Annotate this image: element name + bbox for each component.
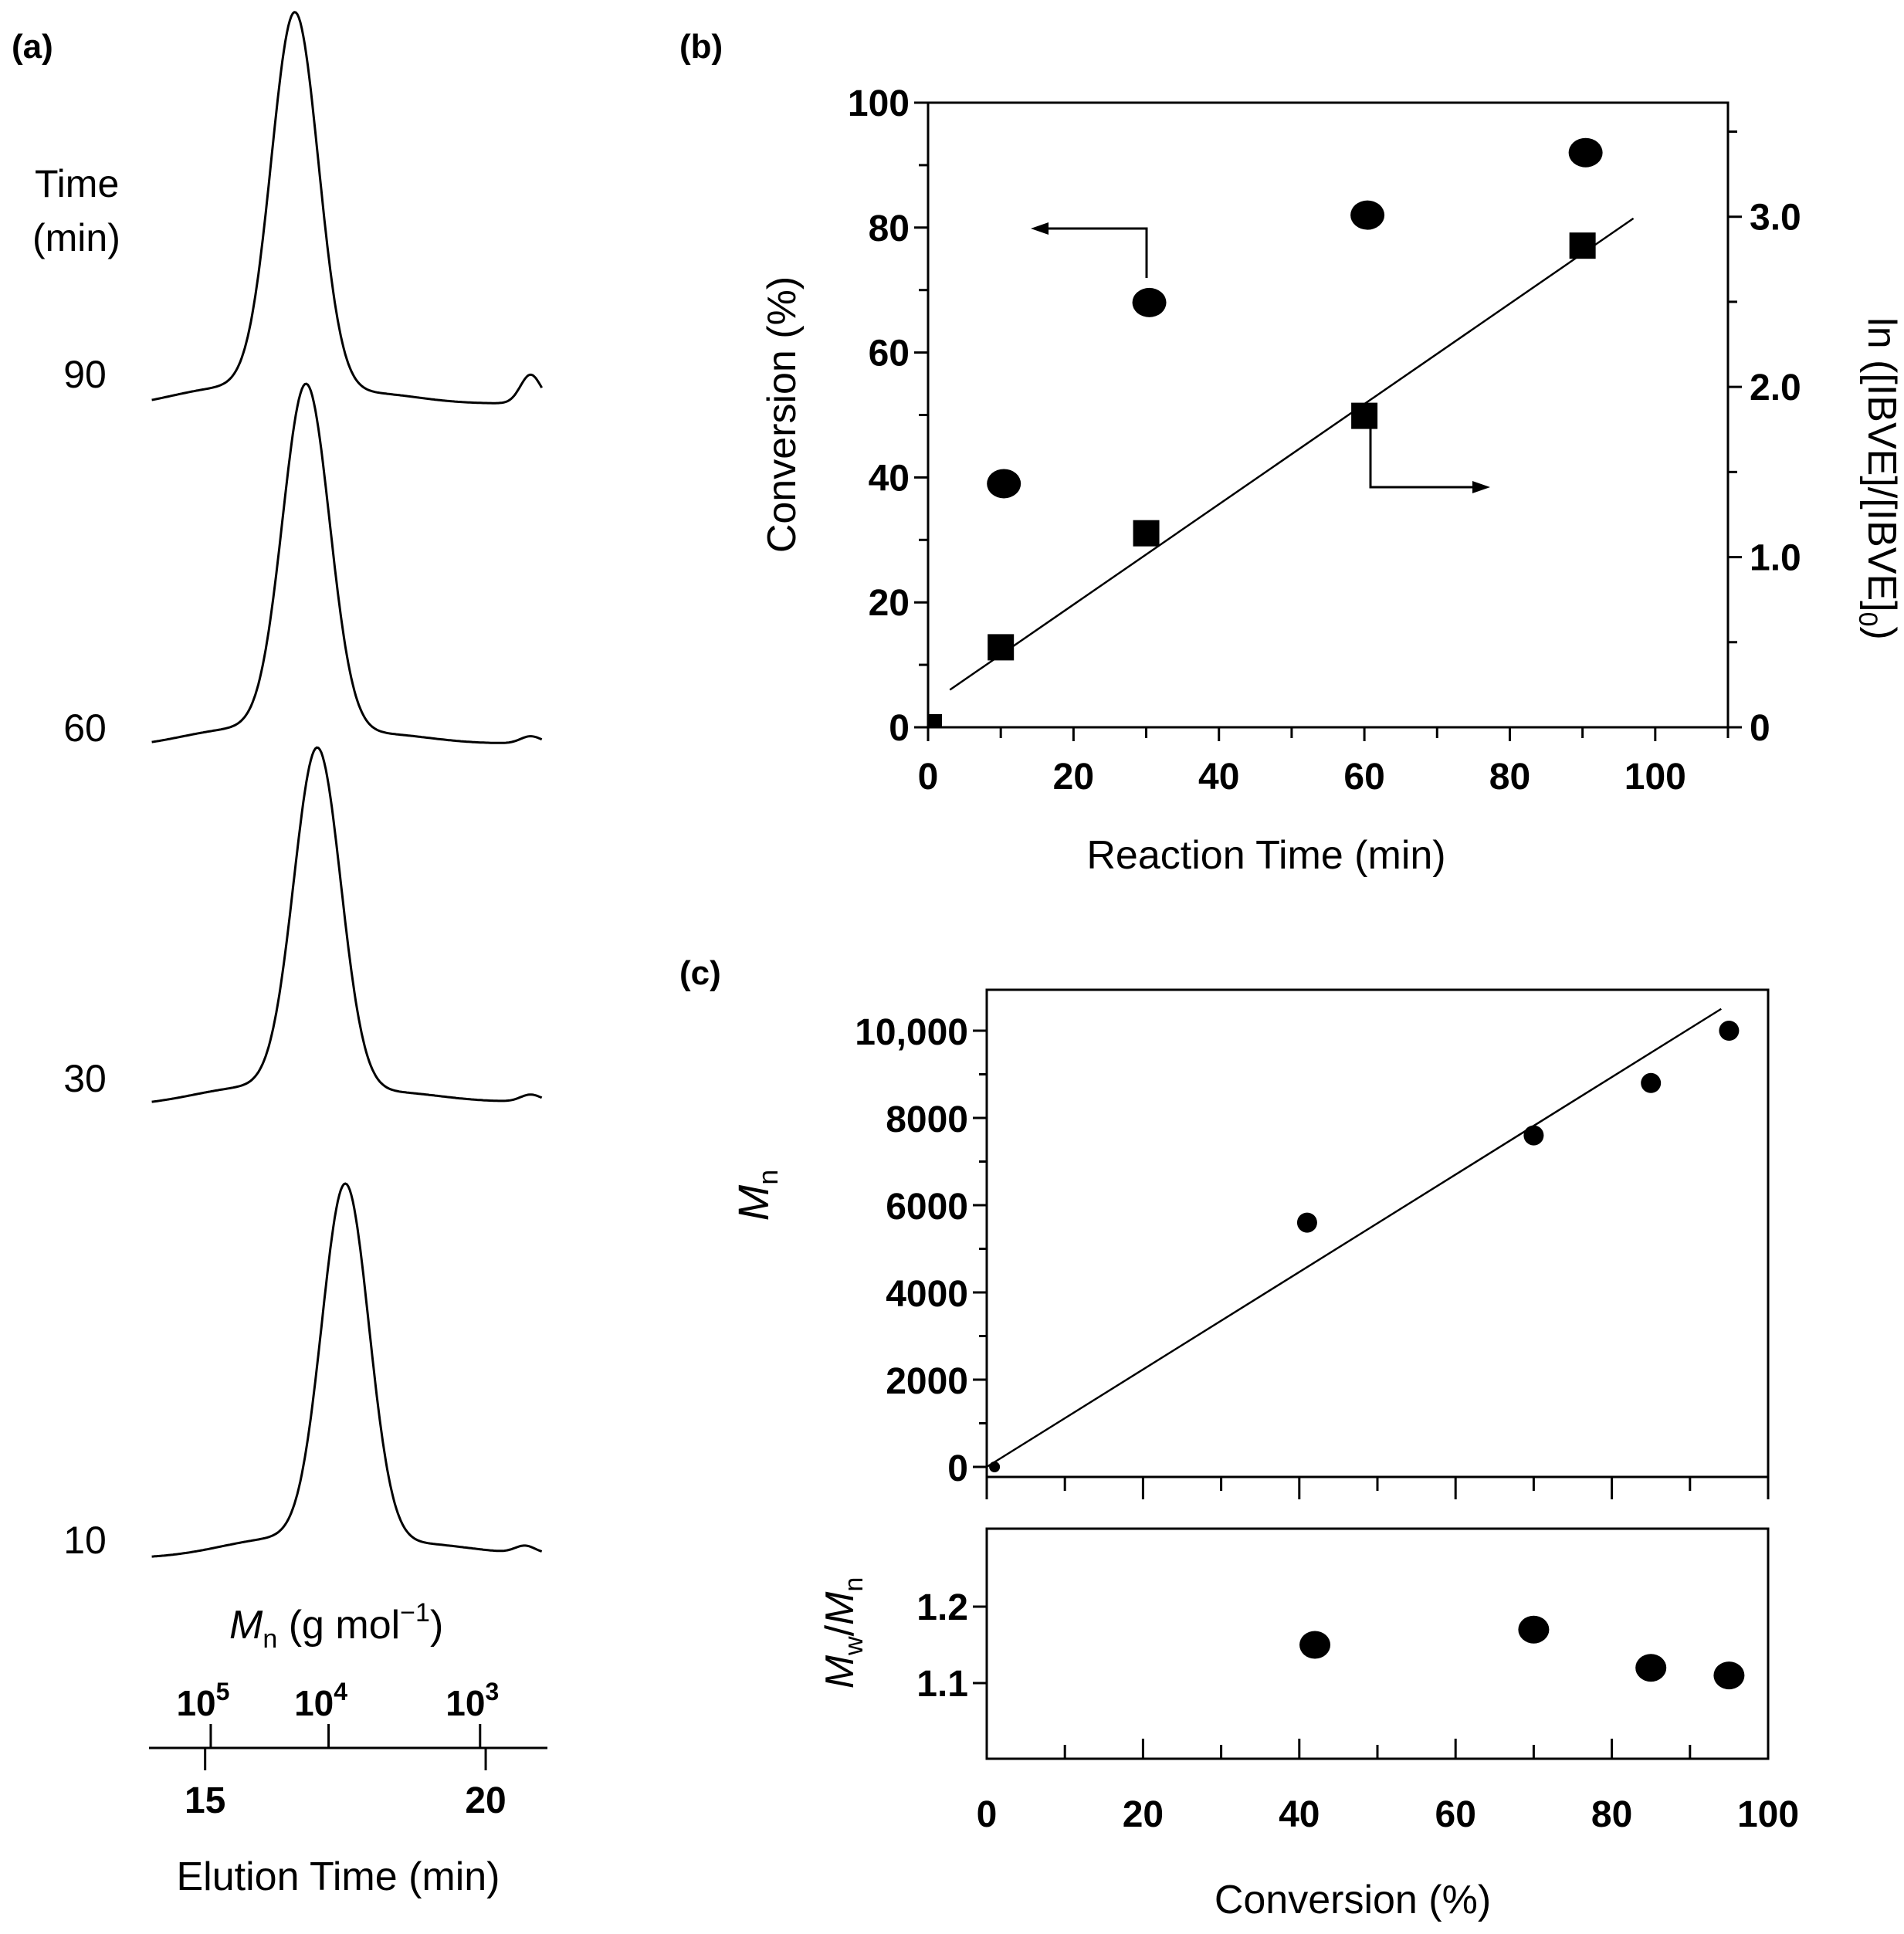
panel-b-plot-frame	[927, 101, 1730, 729]
x-tick-label: 100	[1737, 1794, 1799, 1835]
mn-tick-label: 105	[176, 1678, 229, 1723]
y-tick-label: 20	[869, 583, 910, 624]
panel-b-y-ticks: 0 20 40 60 80 100	[848, 83, 928, 749]
panel-c-top-frame	[985, 988, 1770, 1499]
y-tick-label: 4000	[886, 1274, 968, 1315]
panel-c-top-x-ticks	[985, 1477, 1770, 1499]
y-tick-label: 1.2	[916, 1587, 968, 1628]
x-tick-label: 20	[1123, 1794, 1164, 1835]
y-tick-label: 8000	[886, 1099, 968, 1140]
trace-label-10: 10	[63, 1519, 107, 1562]
panel-c-bottom-y-axis-label: Mw/Mn	[818, 1577, 869, 1689]
sec-trace-60min	[151, 382, 543, 744]
sec-trace-10min	[151, 1182, 543, 1558]
dispersity-point	[1713, 1661, 1745, 1690]
panel-c-bottom-y-ticks: 1.1 1.2	[916, 1587, 987, 1705]
panel-b-data-points	[928, 137, 1603, 727]
panel-a-legend-title: Time	[35, 162, 119, 205]
panel-b-arrow-left-axis	[1041, 227, 1148, 278]
ln-ratio-point	[1569, 232, 1596, 259]
y-tick-label: 10,000	[855, 1012, 968, 1053]
x-tick-label: 80	[1591, 1794, 1632, 1835]
trace-label-30: 30	[63, 1057, 107, 1100]
ln-ratio-point	[1133, 520, 1160, 547]
conversion-point	[987, 469, 1021, 499]
sec-trace-30min	[151, 746, 543, 1103]
fit-line	[986, 1008, 1722, 1468]
panel-c-x-axis-label: Conversion (%)	[1215, 1878, 1491, 1922]
y-tick-label: 60	[869, 334, 910, 374]
panel-c-top-fit-line	[986, 1008, 1722, 1468]
panel-a-x-axis-label: Elution Time (min)	[177, 1854, 500, 1899]
mn-point	[989, 1462, 1001, 1472]
x-tick-label: 40	[1279, 1794, 1320, 1835]
mn-point	[1523, 1125, 1544, 1146]
y-tick-label: 0	[947, 1448, 968, 1489]
y-tick-label: 40	[869, 458, 910, 499]
ln-ratio-point	[1351, 402, 1378, 429]
panel-a-label: (a)	[12, 28, 53, 66]
panel-c-top-y-axis-label: Mn	[729, 1170, 784, 1221]
panel-b-arrow-left-head	[1031, 222, 1049, 235]
fit-line	[949, 217, 1635, 691]
y-tick-label: 6000	[886, 1187, 968, 1228]
dispersity-point	[1518, 1615, 1550, 1644]
x-tick-label: 0	[977, 1794, 998, 1835]
panel-c-bottom-x-ticks: 0 20 40 60 80 100	[977, 1739, 1799, 1835]
panel-a-elution-ticks: 15 20	[185, 1748, 506, 1821]
sec-trace-90min	[151, 11, 543, 405]
panel-c-top-y-ticks: 0 2000 4000 6000 8000 10,000	[855, 1012, 987, 1489]
conversion-point-origin	[928, 714, 942, 727]
trace-label-90: 90	[63, 353, 107, 396]
panel-b-fit-line	[949, 217, 1635, 691]
panel-b-x-axis-label: Reaction Time (min)	[1086, 833, 1445, 878]
panel-b-arrow-right-axis	[1369, 427, 1479, 489]
y2-tick-label: 3.0	[1750, 198, 1801, 239]
y-tick-label: 2000	[886, 1361, 968, 1402]
trace-label-60: 60	[63, 706, 107, 750]
panel-c-top-data-points	[989, 1021, 1740, 1472]
panel-b-x-ticks: 0 20 40 60 80 100	[918, 727, 1730, 798]
conversion-point	[1132, 287, 1167, 317]
panel-a-traces: 90 60 30 10	[63, 11, 543, 1562]
panel-a-mn-ticks: 105 104 103	[176, 1678, 499, 1748]
dispersity-point	[1299, 1631, 1331, 1659]
panel-c-label: (c)	[679, 954, 721, 992]
mn-point	[1296, 1212, 1317, 1233]
mn-point	[1641, 1072, 1662, 1093]
panel-a-legend-unit: (min)	[32, 216, 120, 259]
panel-b-y-axis-label: Conversion (%)	[760, 276, 805, 553]
x-tick-label: 60	[1343, 757, 1384, 798]
y2-tick-label: 0	[1750, 708, 1770, 749]
x-tick-label: 80	[1489, 757, 1530, 798]
conversion-point	[1568, 137, 1603, 168]
y-tick-label: 100	[848, 83, 910, 124]
x-tick-label: 40	[1198, 757, 1239, 798]
mn-point	[1719, 1021, 1740, 1041]
ln-ratio-point	[988, 634, 1015, 661]
y-tick-label: 80	[869, 208, 910, 249]
elution-tick-label: 20	[465, 1780, 506, 1821]
panel-c-bottom-frame	[985, 1527, 1770, 1760]
panel-b-label: (b)	[679, 28, 723, 66]
panel-b-y2-ticks: 0 1.0 2.0 3.0	[1728, 130, 1801, 749]
x-tick-label: 100	[1624, 757, 1686, 798]
y2-tick-label: 2.0	[1750, 367, 1801, 408]
y-tick-label: 0	[889, 708, 910, 749]
panel-b-y2-axis-label: ln ([IBVE]/[IBVE]0)	[1853, 317, 1904, 640]
panel-c-bottom-data-points	[1299, 1615, 1745, 1690]
panel-a-mn-axis-label: Mn (g mol−1)	[229, 1598, 443, 1654]
x-tick-label: 20	[1053, 757, 1094, 798]
x-tick-label: 0	[918, 757, 939, 798]
elution-tick-label: 15	[185, 1780, 225, 1821]
mn-tick-label: 103	[446, 1678, 499, 1723]
x-tick-label: 60	[1435, 1794, 1476, 1835]
dispersity-point	[1635, 1654, 1667, 1682]
y2-tick-label: 1.0	[1750, 538, 1801, 579]
y-tick-label: 1.1	[916, 1664, 968, 1705]
mn-tick-label: 104	[294, 1678, 347, 1723]
panel-b-arrow-right-head	[1472, 481, 1490, 493]
conversion-point	[1350, 200, 1385, 230]
